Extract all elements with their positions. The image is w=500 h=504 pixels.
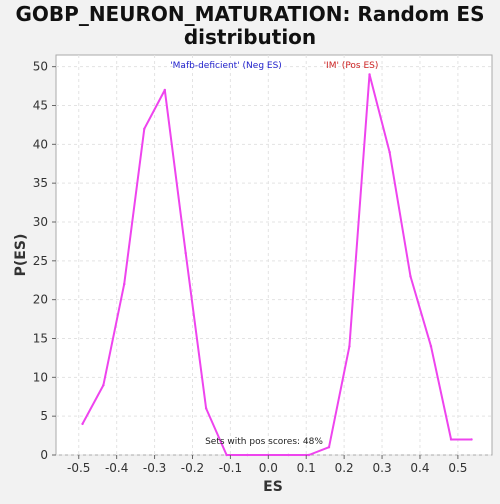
data-point	[163, 88, 167, 92]
y-tick-label: 30	[33, 215, 48, 229]
x-tick-label: 0.2	[335, 461, 354, 475]
data-point	[102, 383, 105, 387]
data-point	[388, 150, 391, 154]
y-tick-label: 0	[40, 448, 48, 462]
x-tick-label: 0.1	[297, 461, 316, 475]
x-axis-label: ES	[263, 479, 283, 495]
data-point	[246, 453, 249, 457]
y-tick-label: 35	[33, 176, 48, 190]
pos-scores-annotation: Sets with pos scores: 48%	[205, 437, 323, 447]
x-tick-label: 0.3	[373, 461, 392, 475]
data-point	[81, 422, 84, 426]
y-tick-label: 40	[33, 137, 48, 151]
pos-es-label: 'IM' (Pos ES)	[324, 61, 379, 71]
data-point	[287, 453, 290, 457]
grid-layer	[56, 55, 492, 456]
data-point	[123, 282, 126, 286]
neg-es-label: 'Mafb-deficient' (Neg ES)	[170, 61, 282, 71]
y-tick-label: 25	[33, 254, 48, 268]
y-axis-label: P(ES)	[13, 234, 29, 277]
data-point	[348, 345, 351, 348]
y-tick-label: 10	[33, 370, 48, 384]
data-point	[429, 345, 433, 348]
x-tick-label: -0.1	[219, 461, 242, 475]
data-point	[143, 127, 146, 130]
y-tick-label: 20	[33, 293, 48, 307]
x-tick-label: -0.5	[67, 461, 90, 475]
x-tick-label: -0.3	[143, 461, 166, 475]
y-tick-label: 5	[40, 409, 48, 423]
data-point	[470, 438, 473, 441]
series-layer	[81, 73, 473, 457]
data-point	[307, 453, 311, 457]
data-point	[327, 446, 331, 449]
data-point	[225, 453, 228, 457]
x-tick-label: 0.4	[410, 461, 429, 475]
chart-title-line-1: GOBP_NEURON_MATURATION: Random ES	[16, 2, 485, 26]
x-tick-label: 0.5	[448, 461, 467, 475]
data-point	[184, 251, 187, 255]
x-tick-label: -0.2	[181, 461, 204, 475]
axis-layer: -0.5 -0.4 -0.3 -0.2 -0.1 0.0 0.1 0.2 0.3 0.4 0.5 0 5…	[33, 60, 468, 475]
data-point	[409, 275, 412, 278]
x-tick-label: 0.0	[259, 461, 278, 475]
series-line	[81, 73, 472, 456]
data-point	[368, 73, 371, 76]
y-tick-label: 50	[33, 60, 48, 74]
chart-title-line-2: distribution	[184, 25, 316, 49]
y-tick-label: 15	[33, 331, 48, 345]
data-point	[204, 407, 208, 410]
y-tick-label: 45	[33, 98, 48, 112]
data-point	[449, 438, 453, 441]
x-tick-label: -0.4	[105, 461, 128, 475]
plot-area	[55, 54, 493, 456]
